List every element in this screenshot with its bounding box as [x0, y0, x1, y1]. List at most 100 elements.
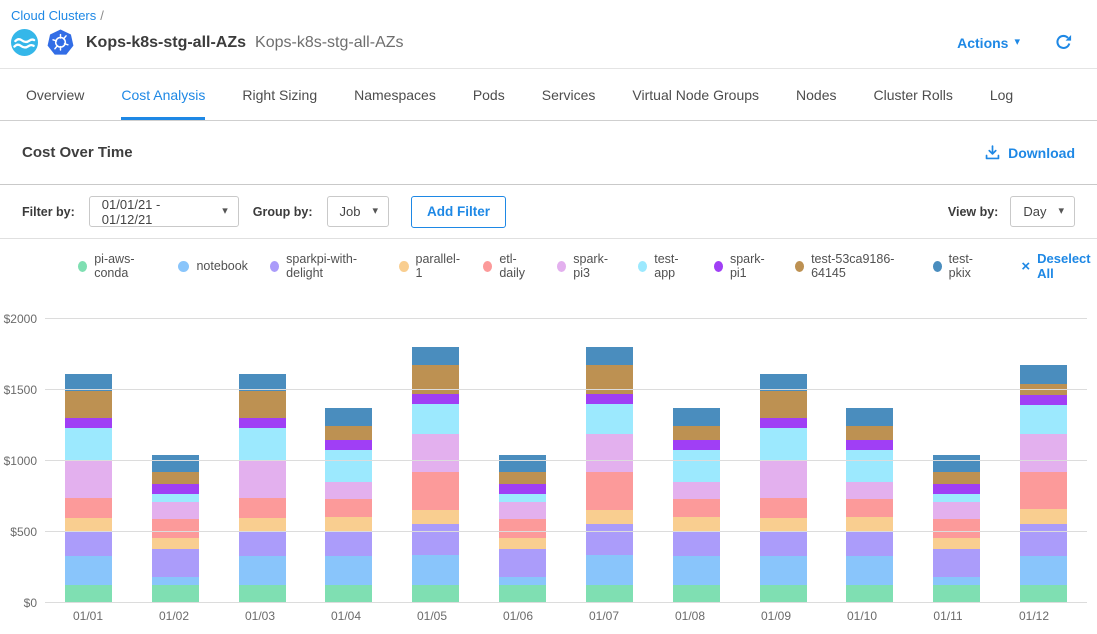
bar-segment-etl-daily[interactable]	[499, 519, 546, 538]
bar-segment-test-pkix[interactable]	[152, 455, 199, 473]
legend-item-test-app[interactable]: test-app	[638, 252, 692, 280]
bar-segment-notebook[interactable]	[499, 577, 546, 586]
bar-segment-sparkpi-with-delight[interactable]	[152, 549, 199, 577]
bar-segment-test-app[interactable]	[673, 450, 720, 481]
bar-segment-notebook[interactable]	[412, 555, 459, 585]
bar-segment-spark-pi1[interactable]	[1020, 395, 1067, 405]
bar-segment-test-53ca9186-64145[interactable]	[239, 391, 286, 419]
deselect-all-button[interactable]: ×Deselect All	[1021, 251, 1097, 281]
bar-segment-spark-pi3[interactable]	[325, 482, 372, 499]
bar-segment-parallel-1[interactable]	[673, 517, 720, 531]
bar-segment-spark-pi1[interactable]	[499, 484, 546, 494]
bar-segment-pi-aws-conda[interactable]	[65, 585, 112, 603]
bar-segment-spark-pi3[interactable]	[152, 502, 199, 519]
bar-segment-pi-aws-conda[interactable]	[933, 585, 980, 603]
legend-item-test-53ca9186-64145[interactable]: test-53ca9186-64145	[795, 252, 911, 280]
bar-segment-spark-pi1[interactable]	[586, 394, 633, 404]
bar-segment-sparkpi-with-delight[interactable]	[760, 532, 807, 556]
bar-segment-parallel-1[interactable]	[586, 510, 633, 524]
view-by-select[interactable]: Day ▾	[1010, 196, 1075, 227]
bar-segment-notebook[interactable]	[1020, 556, 1067, 585]
stacked-bar-01-01[interactable]	[65, 319, 112, 603]
bar-segment-spark-pi1[interactable]	[846, 440, 893, 450]
bar-segment-test-pkix[interactable]	[933, 455, 980, 473]
bar-segment-pi-aws-conda[interactable]	[760, 585, 807, 603]
bar-segment-notebook[interactable]	[760, 556, 807, 585]
bar-segment-spark-pi1[interactable]	[152, 484, 199, 494]
bar-segment-sparkpi-with-delight[interactable]	[325, 531, 372, 556]
bar-segment-test-53ca9186-64145[interactable]	[65, 391, 112, 419]
bar-segment-test-app[interactable]	[412, 404, 459, 435]
bar-segment-etl-daily[interactable]	[239, 498, 286, 518]
bar-segment-pi-aws-conda[interactable]	[499, 585, 546, 603]
bar-segment-pi-aws-conda[interactable]	[325, 585, 372, 603]
bar-segment-etl-daily[interactable]	[933, 519, 980, 538]
bar-segment-spark-pi1[interactable]	[673, 440, 720, 450]
bar-segment-parallel-1[interactable]	[760, 518, 807, 532]
bar-segment-etl-daily[interactable]	[412, 472, 459, 510]
stacked-bar-01-12[interactable]	[1020, 319, 1067, 603]
bar-segment-etl-daily[interactable]	[846, 499, 893, 517]
bar-segment-notebook[interactable]	[586, 555, 633, 585]
stacked-bar-01-07[interactable]	[586, 319, 633, 603]
tab-virtual-node-groups[interactable]: Virtual Node Groups	[632, 69, 759, 120]
bar-segment-sparkpi-with-delight[interactable]	[1020, 524, 1067, 556]
bar-segment-parallel-1[interactable]	[239, 518, 286, 532]
stacked-bar-01-11[interactable]	[933, 319, 980, 603]
bar-segment-test-53ca9186-64145[interactable]	[325, 426, 372, 440]
bar-segment-test-53ca9186-64145[interactable]	[499, 472, 546, 484]
legend-item-spark-pi1[interactable]: spark-pi1	[714, 252, 773, 280]
bar-segment-test-pkix[interactable]	[499, 455, 546, 473]
bar-segment-test-app[interactable]	[1020, 405, 1067, 434]
bar-segment-spark-pi3[interactable]	[65, 461, 112, 498]
bar-segment-etl-daily[interactable]	[760, 498, 807, 518]
bar-segment-notebook[interactable]	[325, 556, 372, 585]
bar-segment-sparkpi-with-delight[interactable]	[65, 532, 112, 556]
bar-segment-sparkpi-with-delight[interactable]	[846, 531, 893, 556]
bar-segment-spark-pi1[interactable]	[933, 484, 980, 494]
tab-cluster-rolls[interactable]: Cluster Rolls	[873, 69, 952, 120]
bar-segment-pi-aws-conda[interactable]	[586, 585, 633, 603]
date-range-select[interactable]: 01/01/21 - 01/12/21 ▾	[89, 196, 239, 227]
bar-segment-spark-pi3[interactable]	[673, 482, 720, 499]
bar-segment-spark-pi1[interactable]	[760, 418, 807, 428]
stacked-bar-01-03[interactable]	[239, 319, 286, 603]
bar-segment-spark-pi3[interactable]	[933, 502, 980, 519]
bar-segment-test-app[interactable]	[152, 494, 199, 502]
bar-segment-pi-aws-conda[interactable]	[1020, 585, 1067, 603]
bar-segment-test-app[interactable]	[846, 450, 893, 481]
legend-item-parallel-1[interactable]: parallel-1	[399, 252, 461, 280]
tab-pods[interactable]: Pods	[473, 69, 505, 120]
bar-segment-test-app[interactable]	[760, 428, 807, 461]
tab-nodes[interactable]: Nodes	[796, 69, 836, 120]
bar-segment-sparkpi-with-delight[interactable]	[412, 524, 459, 555]
stacked-bar-01-10[interactable]	[846, 319, 893, 603]
bar-segment-test-app[interactable]	[65, 428, 112, 461]
legend-item-spark-pi3[interactable]: spark-pi3	[557, 252, 616, 280]
refresh-button[interactable]	[1054, 33, 1073, 52]
bar-segment-test-53ca9186-64145[interactable]	[760, 391, 807, 419]
bar-segment-test-53ca9186-64145[interactable]	[673, 426, 720, 440]
stacked-bar-01-09[interactable]	[760, 319, 807, 603]
tab-services[interactable]: Services	[542, 69, 596, 120]
tab-overview[interactable]: Overview	[26, 69, 84, 120]
bar-segment-spark-pi1[interactable]	[239, 418, 286, 428]
stacked-bar-01-08[interactable]	[673, 319, 720, 603]
bar-segment-spark-pi3[interactable]	[239, 461, 286, 498]
bar-segment-notebook[interactable]	[846, 556, 893, 585]
bar-segment-etl-daily[interactable]	[673, 499, 720, 517]
bar-segment-sparkpi-with-delight[interactable]	[499, 549, 546, 577]
legend-item-pi-aws-conda[interactable]: pi-aws-conda	[78, 252, 156, 280]
add-filter-button[interactable]: Add Filter	[411, 196, 506, 228]
legend-item-sparkpi-with-delight[interactable]: sparkpi-with-delight	[270, 252, 377, 280]
bar-segment-notebook[interactable]	[65, 556, 112, 585]
bar-segment-notebook[interactable]	[152, 577, 199, 586]
bar-segment-spark-pi1[interactable]	[65, 418, 112, 428]
bar-segment-sparkpi-with-delight[interactable]	[933, 549, 980, 577]
bar-segment-etl-daily[interactable]	[65, 498, 112, 518]
bar-segment-spark-pi3[interactable]	[586, 434, 633, 472]
bar-segment-spark-pi3[interactable]	[1020, 434, 1067, 472]
bar-segment-pi-aws-conda[interactable]	[412, 585, 459, 603]
bar-segment-pi-aws-conda[interactable]	[152, 585, 199, 603]
group-by-select[interactable]: Job ▾	[327, 196, 390, 227]
